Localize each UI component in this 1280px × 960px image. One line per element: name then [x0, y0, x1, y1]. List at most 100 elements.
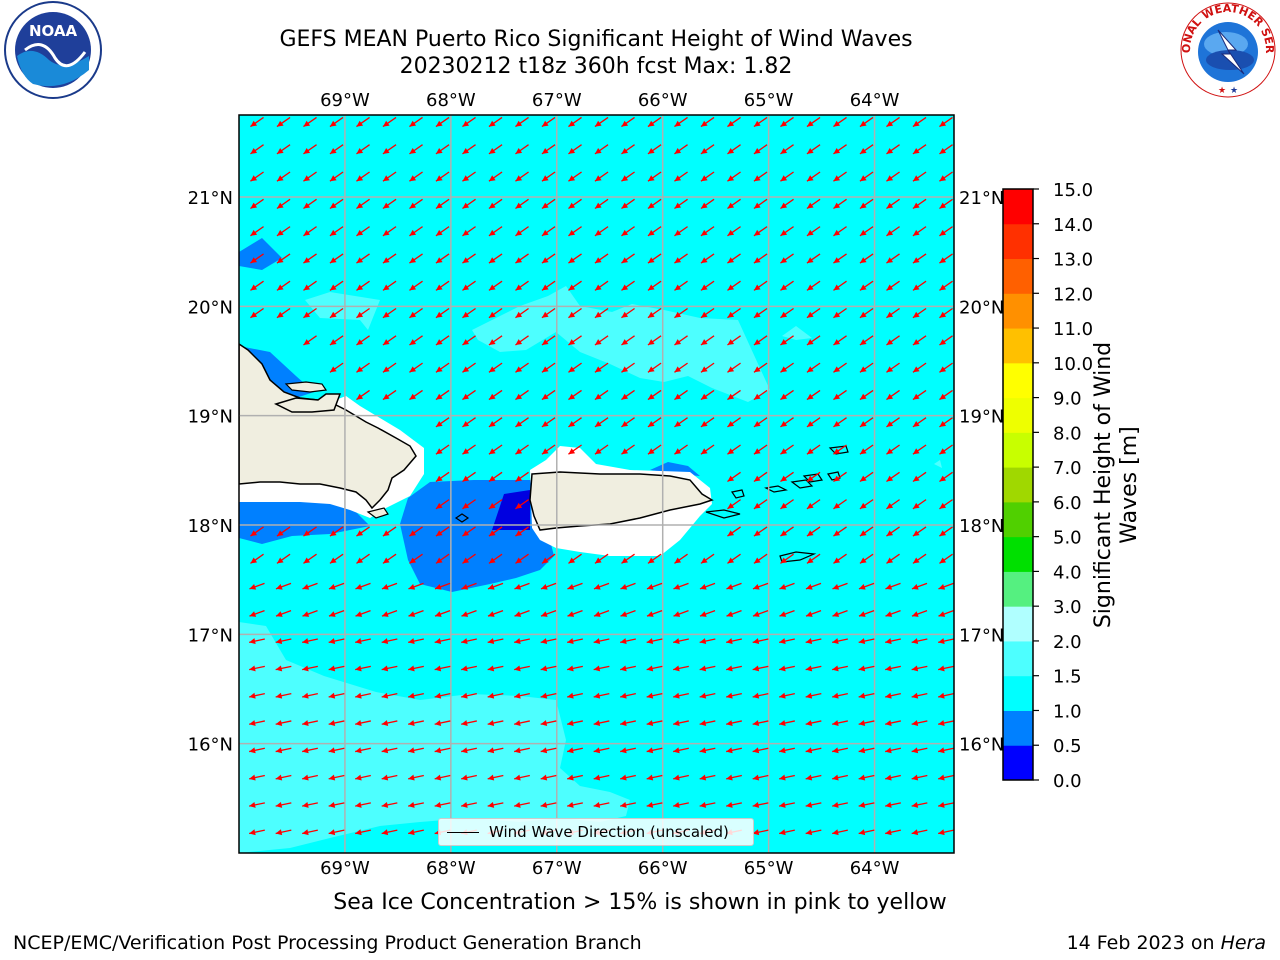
- wave-direction-arrow: [886, 335, 900, 346]
- wave-direction-arrow: [859, 499, 874, 510]
- wave-direction-arrow: [381, 582, 398, 590]
- wave-direction-arrow: [382, 116, 397, 128]
- wave-direction-arrow: [276, 253, 291, 264]
- wave-direction-arrow: [275, 692, 292, 699]
- wave-direction-arrow: [515, 526, 529, 537]
- colorbar-segment: [1003, 293, 1033, 329]
- wave-direction-arrow: [276, 198, 291, 210]
- wave-direction-arrow: [886, 307, 900, 319]
- wave-direction-arrow: [753, 499, 768, 510]
- wave-direction-arrow: [540, 720, 557, 726]
- wave-direction-arrow: [250, 198, 264, 210]
- wave-direction-arrow: [434, 692, 451, 699]
- wave-direction-arrow: [488, 198, 503, 210]
- wave-direction-arrow: [302, 720, 318, 726]
- wave-direction-arrow: [303, 253, 317, 264]
- wave-direction-arrow: [275, 829, 292, 836]
- wave-direction-arrow: [355, 801, 371, 808]
- wave-direction-arrow: [303, 307, 317, 319]
- legend-label: Wind Wave Direction (unscaled): [489, 823, 729, 841]
- wave-direction-arrow: [488, 116, 503, 128]
- wave-direction-arrow: [806, 144, 821, 155]
- wave-direction-arrow: [541, 389, 556, 401]
- wave-direction-arrow: [727, 171, 741, 182]
- wave-direction-arrow: [275, 801, 292, 808]
- wave-direction-arrow: [753, 253, 768, 264]
- wave-direction-arrow: [806, 526, 821, 537]
- puerto-rico-landmass: [529, 471, 714, 531]
- wave-direction-arrow: [621, 198, 635, 210]
- wave-direction-arrow: [381, 692, 398, 699]
- wave-direction-arrow: [646, 774, 663, 781]
- wave-direction-arrow: [779, 829, 795, 836]
- lon-label-top: 65°W: [744, 90, 794, 111]
- wave-direction-arrow: [487, 610, 504, 617]
- vieques-island: [705, 509, 741, 519]
- wave-direction-arrow: [408, 610, 424, 617]
- wave-direction-arrow: [276, 144, 291, 155]
- wave-direction-arrow: [912, 444, 927, 455]
- wave-direction-arrow: [541, 335, 556, 346]
- wave-direction-arrow: [250, 253, 264, 264]
- wave-direction-arrow: [753, 444, 768, 455]
- colorbar-segment: [1003, 536, 1033, 572]
- virgin-islands-1: [764, 485, 788, 493]
- legend-line-swatch: [447, 831, 479, 833]
- lon-label-top: 68°W: [426, 90, 476, 111]
- wave-direction-arrow: [886, 280, 900, 291]
- wave-direction-arrow: [833, 417, 847, 428]
- wave-direction-arrow: [832, 638, 848, 645]
- wave-direction-arrow: [594, 280, 609, 291]
- wave-direction-arrow: [302, 638, 318, 645]
- wave-direction-arrow: [593, 638, 610, 645]
- wave-direction-arrow: [753, 417, 768, 428]
- wave-direction-arrow: [780, 171, 794, 182]
- wave-direction-arrow: [408, 720, 424, 726]
- wave-direction-arrow: [276, 116, 291, 128]
- wave-direction-arrow: [647, 226, 662, 237]
- wave-direction-arrow: [249, 665, 265, 672]
- wave-direction-arrow: [699, 801, 716, 808]
- wave-direction-arrow: [832, 665, 848, 672]
- wave-direction-arrow: [461, 774, 477, 781]
- wave-direction-arrow: [780, 226, 794, 237]
- wave-direction-arrow: [938, 829, 954, 836]
- wave-direction-arrow: [859, 526, 874, 537]
- wave-direction-arrow: [594, 553, 609, 564]
- wave-direction-arrow: [462, 499, 476, 510]
- wave-direction-arrow: [356, 116, 370, 128]
- wave-direction-arrow: [780, 417, 794, 428]
- colorbar-label-line1: Significant Height of Wind: [1091, 341, 1116, 629]
- wave-direction-arrow: [780, 444, 794, 455]
- wave-direction-arrow: [461, 747, 477, 754]
- lat-label-left: 20°N: [188, 297, 233, 318]
- wave-direction-arrow: [938, 692, 954, 699]
- wave-direction-arrow: [381, 801, 398, 808]
- wave-direction-arrow: [753, 526, 768, 537]
- wave-direction-arrow: [858, 720, 875, 726]
- wave-direction-arrow: [435, 389, 450, 401]
- colorbar-label-line2: Waves [m]: [1117, 426, 1142, 544]
- wave-direction-arrow: [568, 307, 582, 319]
- wave-direction-arrow: [275, 610, 292, 617]
- lon-label-bottom: 68°W: [426, 858, 476, 879]
- wave-direction-arrow: [753, 280, 768, 291]
- wave-direction-arrow: [647, 417, 662, 428]
- wave-direction-arrow: [727, 280, 741, 291]
- lon-label-bottom: 69°W: [320, 858, 370, 879]
- wave-direction-arrow: [488, 526, 503, 537]
- wave-direction-arrow: [302, 829, 318, 836]
- wave-direction-arrow: [886, 444, 900, 455]
- wave-direction-arrow: [568, 444, 582, 455]
- nws-logo: NATIONAL WEATHER SERVICE ★ ★: [1178, 0, 1276, 98]
- wave-direction-arrow: [568, 144, 582, 155]
- wave-direction-arrow: [593, 692, 610, 699]
- colorbar-tick-label: 11.0: [1053, 319, 1093, 340]
- wave-direction-arrow: [275, 774, 292, 781]
- wave-direction-arrow: [780, 362, 794, 373]
- wave-direction-arrow: [621, 307, 635, 319]
- wave-direction-arrow: [328, 774, 345, 781]
- wave-direction-arrow: [911, 801, 928, 808]
- wave-direction-arrow: [752, 582, 769, 590]
- wave-direction-arrow: [753, 226, 768, 237]
